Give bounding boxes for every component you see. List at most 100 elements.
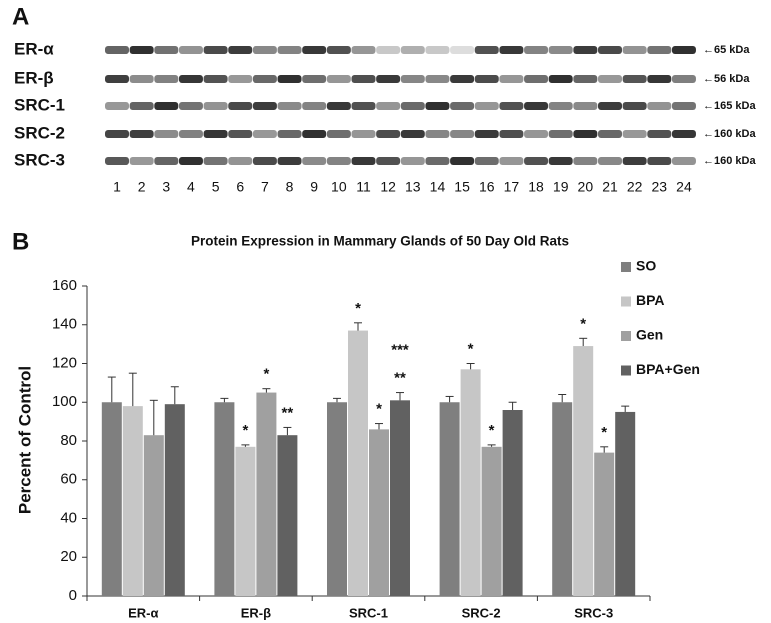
significance-label: **	[394, 370, 406, 387]
lane-label: 3	[162, 179, 170, 195]
blot-band	[228, 157, 252, 165]
blot-band	[475, 157, 499, 165]
blot-band	[253, 75, 277, 83]
blot-band	[425, 46, 449, 54]
significance-label: *	[468, 340, 474, 357]
blot-band	[499, 102, 523, 110]
blot-band	[573, 102, 597, 110]
blot-band	[302, 157, 326, 165]
blot-band	[598, 102, 622, 110]
blot-band	[623, 46, 647, 54]
blot-band	[672, 130, 696, 138]
lane-label: 24	[676, 179, 692, 195]
blot-band	[302, 130, 326, 138]
blot-band	[623, 130, 647, 138]
blot-band	[154, 46, 178, 54]
blot-band	[425, 102, 449, 110]
blot-band	[228, 102, 252, 110]
blot-band	[228, 130, 252, 138]
blot-size-label: ←56 kDa	[703, 73, 750, 85]
bar	[390, 400, 410, 596]
lane-label: 16	[479, 179, 495, 195]
blot-band	[278, 102, 302, 110]
blot-band	[425, 75, 449, 83]
blot-band	[450, 102, 474, 110]
blot-band	[105, 102, 129, 110]
blot-band	[105, 157, 129, 165]
lane-label: 10	[331, 179, 347, 195]
lane-label: 23	[652, 179, 668, 195]
chart-title: Protein Expression in Mammary Glands of …	[191, 234, 569, 249]
blot-band	[105, 75, 129, 83]
blot-band	[179, 75, 203, 83]
blot-band	[450, 46, 474, 54]
blot-band	[672, 46, 696, 54]
lane-label: 15	[454, 179, 470, 195]
legend-swatch	[621, 366, 631, 376]
significance-label: *	[263, 366, 269, 383]
blot-band	[623, 157, 647, 165]
blot-band	[524, 75, 548, 83]
blot-band	[549, 75, 573, 83]
legend-label: Gen	[636, 327, 663, 343]
blot-band	[327, 102, 351, 110]
blot-band	[352, 130, 376, 138]
significance-label: *	[489, 422, 495, 439]
blot-band	[105, 46, 129, 54]
blot-row-label: ER-β	[14, 68, 54, 87]
blot-band	[204, 130, 228, 138]
blot-band	[376, 75, 400, 83]
y-tick-label: 120	[52, 354, 77, 371]
blot-band	[573, 75, 597, 83]
x-tick-label: SRC-3	[574, 605, 613, 620]
blot-band	[647, 157, 671, 165]
bar	[440, 402, 460, 596]
y-tick-label: 80	[60, 432, 77, 449]
blot-band	[647, 46, 671, 54]
blot-band	[524, 157, 548, 165]
y-tick-label: 0	[69, 587, 77, 604]
lane-label: 17	[504, 179, 520, 195]
significance-label: ***	[391, 342, 409, 359]
blot-band	[672, 102, 696, 110]
significance-label: **	[282, 404, 294, 421]
blot-band	[130, 102, 154, 110]
significance-label: *	[355, 300, 361, 317]
bar	[348, 331, 368, 596]
lane-label: 2	[138, 179, 146, 195]
legend-label: SO	[636, 258, 656, 274]
significance-label: *	[242, 422, 248, 439]
panel-label: B	[12, 228, 29, 255]
blot-band	[204, 46, 228, 54]
blot-band	[401, 46, 425, 54]
blot-band	[352, 46, 376, 54]
panel-label: A	[12, 3, 29, 30]
lane-label: 5	[212, 179, 220, 195]
lane-label: 4	[187, 179, 195, 195]
blot-band	[623, 102, 647, 110]
blot-band	[228, 75, 252, 83]
figure: A B Protein Expression in Mammary Glands…	[0, 0, 771, 623]
blot-band	[130, 46, 154, 54]
bar	[256, 393, 276, 596]
blot-row-label: ER-α	[14, 39, 54, 58]
x-tick-label: SRC-1	[349, 605, 388, 620]
blot-band	[278, 130, 302, 138]
blot-band	[278, 157, 302, 165]
blot-band	[327, 46, 351, 54]
blot-band	[598, 46, 622, 54]
blot-band	[154, 102, 178, 110]
legend-label: BPA+Gen	[636, 361, 700, 377]
blot-band	[549, 130, 573, 138]
y-axis-label: Percent of Control	[15, 366, 34, 514]
blot-band	[130, 75, 154, 83]
blot-band	[425, 157, 449, 165]
bar	[214, 402, 234, 596]
blot-band	[376, 46, 400, 54]
bar	[461, 369, 481, 596]
lane-label: 20	[578, 179, 594, 195]
blot-band	[327, 75, 351, 83]
blot-band	[253, 46, 277, 54]
lane-label: 18	[528, 179, 544, 195]
bar	[327, 402, 347, 596]
